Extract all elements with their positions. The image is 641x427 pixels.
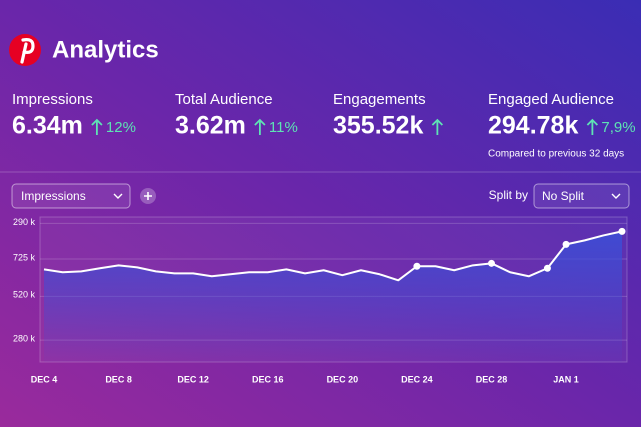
area xyxy=(44,231,622,362)
metric-value: 6.34m xyxy=(12,112,83,140)
x-tick-label: DEC 12 xyxy=(177,374,209,384)
y-tick-label: 520 k xyxy=(13,290,36,300)
metric-change: 11% xyxy=(269,119,298,136)
x-tick-label: JAN 1 xyxy=(553,374,579,384)
line xyxy=(43,230,623,282)
metrics: Impressions 6.34m 12% Total Audience 3.62m 11… xyxy=(12,91,636,140)
x-tick-label: DEC 16 xyxy=(252,374,284,384)
up-arrow xyxy=(91,118,103,135)
chart: 280 k 520 k 725 k 290 k DEC 4 DEC 8 DEC 12 DEC … xyxy=(13,217,627,384)
metric-label: Engagements xyxy=(333,91,426,108)
point-marker xyxy=(562,240,570,248)
x-tick-label: DEC 24 xyxy=(401,374,433,384)
page-title: Analytics xyxy=(52,36,159,63)
y-tick-label: 280 k xyxy=(13,333,36,343)
metric-value: 3.62m xyxy=(175,112,246,140)
metric-change: 12% xyxy=(106,119,136,136)
metric-label: Engaged Audience xyxy=(488,91,614,108)
y-tick-label: 725 k xyxy=(13,252,36,262)
point-marker xyxy=(618,227,626,235)
split-dropdown[interactable]: No Split xyxy=(533,183,630,209)
metric-dropdown[interactable]: Impressions xyxy=(11,183,131,209)
add-button[interactable] xyxy=(140,188,156,204)
metric-label: Impressions xyxy=(12,91,93,108)
point-marker xyxy=(487,259,495,267)
point-marker xyxy=(413,262,421,270)
metric-value: 294.78k xyxy=(488,112,578,140)
x-tick-label: DEC 4 xyxy=(31,374,58,384)
y-tick-label: 290 k xyxy=(13,217,36,227)
metrics-note: Compared to previous 32 days xyxy=(488,149,624,160)
x-tick-label: DEC 8 xyxy=(105,374,132,384)
up-arrow xyxy=(586,118,599,135)
split-label: Split by xyxy=(489,188,528,202)
up-arrow xyxy=(254,118,266,135)
metric-label: Total Audience xyxy=(175,91,273,108)
point-marker xyxy=(543,264,551,272)
metric-select[interactable]: Impressions xyxy=(21,189,86,203)
metric-value: 355.52k xyxy=(333,112,423,140)
x-tick-label: DEC 20 xyxy=(327,374,359,384)
split-select[interactable]: No Split xyxy=(542,189,585,203)
logo xyxy=(9,34,41,66)
metric-change: 7,9% xyxy=(601,119,635,136)
x-tick-label: DEC 28 xyxy=(476,374,508,384)
up-arrow xyxy=(431,118,444,135)
